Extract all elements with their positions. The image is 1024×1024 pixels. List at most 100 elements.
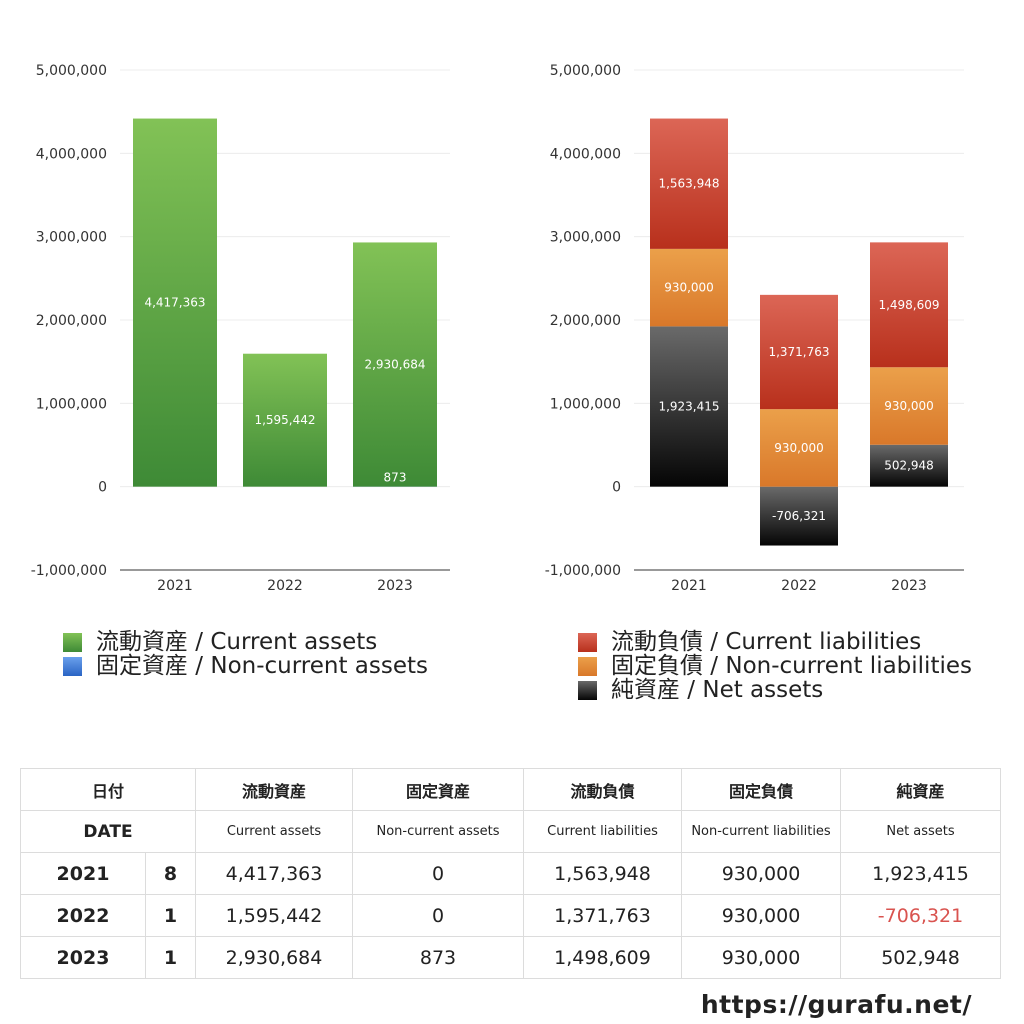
x-tick-label: 2023 — [891, 578, 927, 594]
table-cell: 0 — [352, 852, 525, 895]
y-tick-label: 5,000,000 — [550, 63, 621, 79]
row-year: 2022 — [20, 894, 146, 937]
x-tick-label: 2021 — [157, 578, 193, 594]
table-cell: 1,498,609 — [523, 936, 683, 979]
bar — [760, 409, 838, 487]
charts-canvas: 5,000,000 4,000,000 3,000,000 2,000,000 1,00… — [31, 63, 964, 594]
data-label: 1,371,763 — [768, 345, 829, 359]
legend-swatch-red — [578, 632, 597, 652]
table-header-jp: 日付 流動資産 固定資産 流動負債 固定負債 純資産 — [19, 768, 1002, 811]
data-label: 930,000 — [774, 441, 824, 455]
x-tick-label: 2022 — [267, 578, 303, 594]
header-cell: Current assets — [195, 810, 354, 853]
row-month: 8 — [144, 852, 197, 895]
data-label: 4,417,363 — [144, 296, 205, 310]
table-cell: 2,930,684 — [195, 936, 354, 979]
legend-item-current-liabilities: 流動負債 / Current liabilities — [578, 630, 972, 654]
row-year: 2021 — [20, 852, 146, 895]
table-row: 2023 1 2,930,684 873 1,498,609 930,000 5… — [20, 936, 1002, 979]
table-row: 2021 8 4,417,363 0 1,563,948 930,000 1,9… — [20, 852, 1002, 895]
table-row: 2022 1 1,595,442 0 1,371,763 930,000 -70… — [20, 894, 1002, 937]
y-tick-label: 0 — [98, 480, 107, 496]
data-label: 1,563,948 — [658, 177, 719, 191]
table-cell: 930,000 — [681, 852, 842, 895]
x-tick-label: 2022 — [781, 578, 817, 594]
header-cell: Net assets — [840, 810, 1002, 853]
legend-item-net-assets: 純資産 / Net assets — [578, 678, 972, 702]
table-cell-negative: -706,321 — [840, 894, 1002, 937]
y-tick-label: -1,000,000 — [31, 563, 107, 579]
bar — [650, 248, 728, 327]
table-cell: 1,563,948 — [523, 852, 683, 895]
data-label: -706,321 — [772, 509, 826, 523]
header-date: 日付 — [19, 768, 197, 811]
row-month: 1 — [144, 936, 197, 979]
y-tick-label: -1,000,000 — [545, 563, 621, 579]
y-tick-label: 5,000,000 — [36, 63, 107, 79]
data-label: 930,000 — [664, 281, 714, 295]
bar — [870, 242, 948, 368]
y-tick-label: 2,000,000 — [36, 313, 107, 329]
bar — [760, 294, 838, 410]
header-cell: Non-current liabilities — [681, 810, 842, 853]
table-cell: 1,923,415 — [840, 852, 1002, 895]
header-date-en: DATE — [19, 810, 197, 853]
table-cell: 873 — [352, 936, 525, 979]
x-tick-label: 2021 — [671, 578, 707, 594]
data-label: 1,923,415 — [658, 400, 719, 414]
data-label: 2,930,684 — [364, 358, 425, 372]
data-label: 502,948 — [884, 459, 934, 473]
legend-label: 純資産 / Net assets — [611, 677, 824, 703]
legend-swatch-blue — [63, 656, 82, 676]
legend-swatch-green — [63, 632, 82, 652]
data-label: 1,498,609 — [878, 298, 939, 312]
bar — [133, 118, 217, 487]
table-cell: 502,948 — [840, 936, 1002, 979]
bar — [650, 118, 728, 249]
y-tick-label: 0 — [612, 480, 621, 496]
header-cell: 固定負債 — [681, 768, 842, 811]
y-tick-label: 3,000,000 — [550, 230, 621, 246]
balance-sheet-table: 日付 流動資産 固定資産 流動負債 固定負債 純資産 DATE Current … — [19, 768, 1002, 979]
legend-item-non-current-assets: 固定資産 / Non-current assets — [63, 654, 428, 678]
y-tick-label: 1,000,000 — [550, 396, 621, 412]
table-header-en: DATE Current assets Non-current assets C… — [19, 810, 1002, 853]
assets-legend: 流動資産 / Current assets 固定資産 / Non-current… — [63, 630, 428, 678]
bar — [870, 444, 948, 487]
data-label: 930,000 — [884, 399, 934, 413]
table-cell: 1,371,763 — [523, 894, 683, 937]
bar — [870, 367, 948, 445]
data-label: 873 — [384, 471, 407, 485]
table-cell: 4,417,363 — [195, 852, 354, 895]
row-month: 1 — [144, 894, 197, 937]
row-year: 2023 — [20, 936, 146, 979]
legend-swatch-black — [578, 680, 597, 700]
legend-item-non-current-liabilities: 固定負債 / Non-current liabilities — [578, 654, 972, 678]
site-url[interactable]: https://gurafu.net/ — [700, 990, 972, 1019]
bar — [760, 486, 838, 546]
table-cell: 930,000 — [681, 894, 842, 937]
table-cell: 930,000 — [681, 936, 842, 979]
bar — [243, 353, 327, 487]
legend-label: 固定資産 / Non-current assets — [96, 653, 429, 679]
data-label: 1,595,442 — [254, 413, 315, 427]
x-tick-label: 2023 — [377, 578, 413, 594]
assets-chart: 5,000,000 4,000,000 3,000,000 2,000,000 1,00… — [31, 63, 450, 594]
header-cell: 流動資産 — [195, 768, 354, 811]
header-cell: 流動負債 — [523, 768, 683, 811]
y-tick-label: 4,000,000 — [36, 146, 107, 162]
header-cell: Current liabilities — [523, 810, 683, 853]
liabilities-equity-chart: 5,000,000 4,000,000 3,000,000 2,000,000 1,00… — [545, 63, 964, 594]
legend-label: 流動資産 / Current assets — [96, 629, 378, 655]
header-cell: 固定資産 — [352, 768, 525, 811]
legend-label: 流動負債 / Current liabilities — [611, 629, 922, 655]
table-cell: 0 — [352, 894, 525, 937]
legend-swatch-orange — [578, 656, 597, 676]
legend-label: 固定負債 / Non-current liabilities — [611, 653, 972, 679]
header-cell: 純資産 — [840, 768, 1002, 811]
header-cell: Non-current assets — [352, 810, 525, 853]
y-tick-label: 3,000,000 — [36, 230, 107, 246]
y-tick-label: 2,000,000 — [550, 313, 621, 329]
liabilities-legend: 流動負債 / Current liabilities 固定負債 / Non-cu… — [578, 630, 972, 702]
y-tick-label: 1,000,000 — [36, 396, 107, 412]
